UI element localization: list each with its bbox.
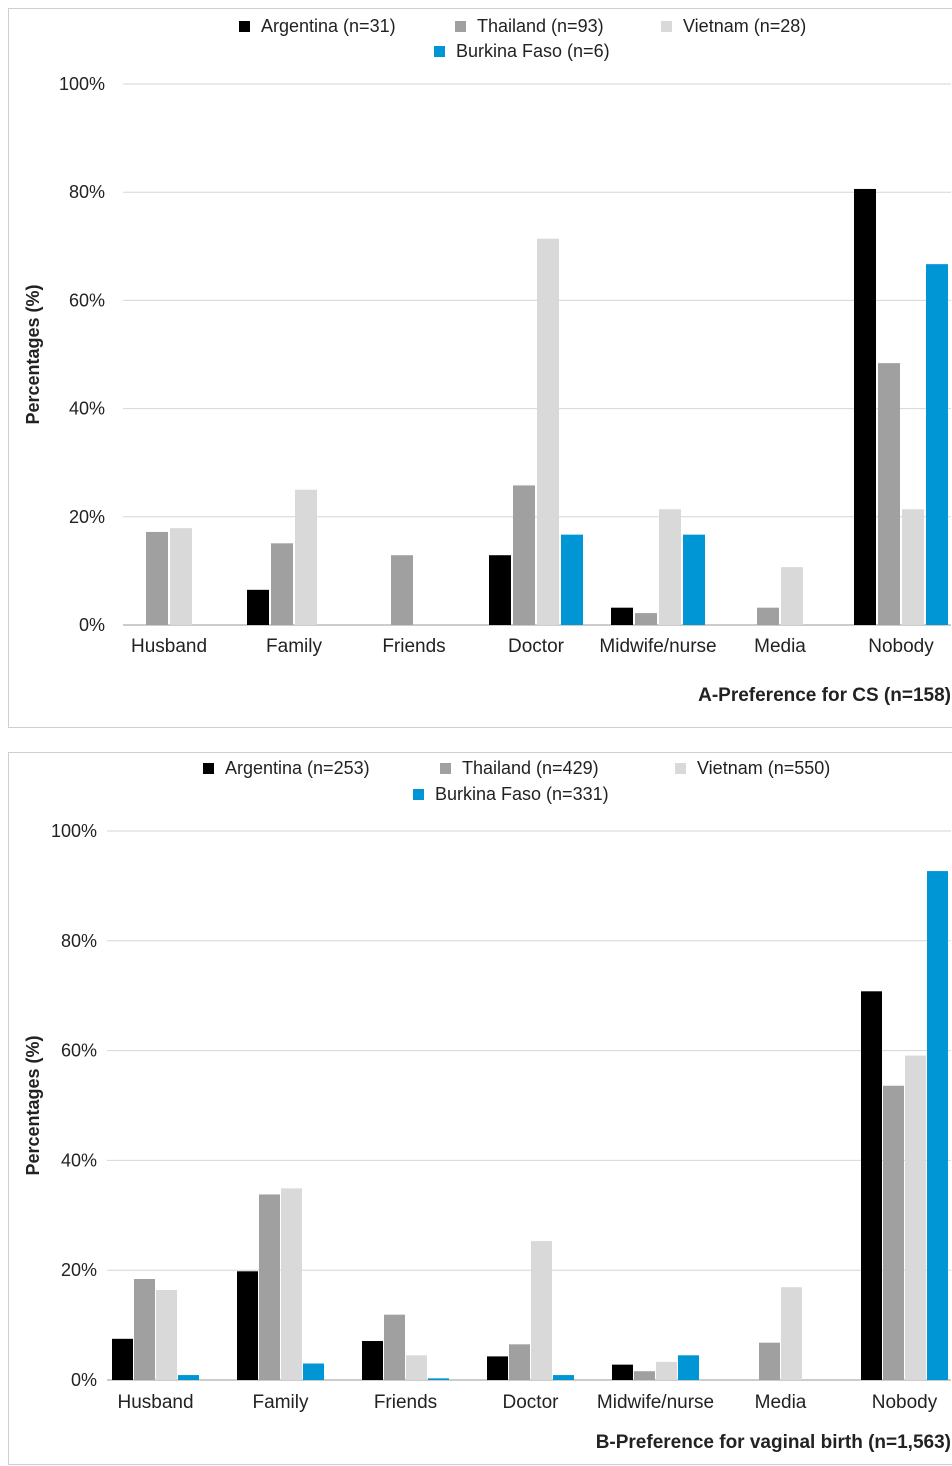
bar-vietnam-family [295,489,317,625]
x-tick-label: Midwife/nurse [599,636,716,657]
legend-label: Burkina Faso (n=331) [435,784,609,804]
bar-argentina-family [237,1271,258,1380]
legend-label: Argentina (n=31) [261,16,396,36]
legend-swatch [203,763,214,774]
bar-vietnam-media [781,1287,802,1380]
bar-burkina-midwifenurse [683,534,705,625]
bar-vietnam-husband [156,1289,177,1380]
x-tick-label: Family [253,1392,309,1413]
x-tick-label: Friends [374,1392,437,1413]
bar-thailand-midwifenurse [634,1371,655,1380]
y-tick-label: 100% [59,74,105,94]
bar-argentina-midwifenurse [612,1364,633,1380]
chart-panel-b: 0% 20% 40% 60% 80% 100% Percentages (%) Husband… [8,752,952,1465]
legend-label: Argentina (n=253) [225,758,370,778]
y-tick-label: 80% [61,931,97,951]
y-tick-label: 100% [51,821,97,841]
bar-argentina-doctor [487,1356,508,1380]
bar-thailand-doctor [509,1344,530,1380]
bar-argentina-midwifenurse [611,607,633,625]
bar-burkina-friends [428,1378,449,1380]
x-tick-label: Doctor [503,1392,560,1413]
bar-burkina-doctor [561,534,583,625]
bar-argentina-nobody [861,991,882,1380]
bar-thailand-nobody [883,1085,904,1380]
legend-swatch [440,763,451,774]
bar-thailand-family [271,543,293,625]
y-axis-label: Percentages (%) [23,284,43,424]
y-tick-label: 40% [69,399,105,419]
bar-thailand-midwifenurse [635,613,657,625]
x-tick-label: Friends [382,636,445,657]
x-tick-label: Media [754,636,806,657]
chart-b: 0% 20% 40% 60% 80% 100% Percentages (%) Husband… [23,758,951,1453]
bar-thailand-doctor [513,485,535,625]
chart-a: 0% 20% 40% 60% 80% 100% Percentages (%) Husband… [23,16,951,706]
bar-thailand-nobody [878,363,900,625]
x-tick-label: Husband [131,636,207,657]
legend-label: Vietnam (n=28) [683,16,806,36]
y-tick-label: 20% [69,507,105,527]
y-tick-label: 20% [61,1260,97,1280]
x-tick-label: Media [755,1392,807,1413]
chart-title: A-Preference for CS (n=158) [698,685,951,706]
x-tick-label: Nobody [872,1392,938,1413]
bar-vietnam-midwifenurse [656,1361,677,1380]
bar-thailand-family [259,1194,280,1380]
bar-vietnam-doctor [537,238,559,625]
bar-vietnam-friends [406,1355,427,1380]
y-axis-label: Percentages (%) [23,1035,43,1175]
bar-vietnam-midwifenurse [659,509,681,625]
y-tick-label: 60% [69,290,105,310]
legend-label: Thailand (n=93) [477,16,604,36]
bar-vietnam-family [281,1188,302,1380]
chart-panel-a: 0% 20% 40% 60% 80% 100% Percentages (%) Husband… [8,8,952,728]
legend-label: Thailand (n=429) [462,758,599,778]
legend-swatch [239,21,250,32]
x-tick-label: Nobody [868,636,934,657]
bar-burkina-husband [178,1375,199,1380]
y-tick-label: 80% [69,182,105,202]
bar-vietnam-doctor [531,1241,552,1380]
legend-swatch [675,763,686,774]
bar-vietnam-husband [170,528,192,625]
legend-swatch [434,46,445,57]
bar-argentina-nobody [854,188,876,626]
bar-argentina-doctor [489,555,511,625]
x-tick-label: Family [266,636,322,657]
bar-argentina-husband [112,1338,133,1380]
bar-argentina-family [247,589,269,625]
legend-label: Vietnam (n=550) [697,758,830,778]
bar-thailand-husband [134,1278,155,1380]
bar-burkina-doctor [553,1375,574,1380]
x-tick-label: Husband [117,1392,193,1413]
bar-vietnam-media [781,567,803,625]
y-tick-label: 0% [71,1370,97,1390]
x-tick-label: Doctor [508,636,565,657]
bar-thailand-husband [146,531,168,625]
x-tick-label: Midwife/nurse [597,1392,714,1413]
y-tick-label: 60% [61,1041,97,1061]
bar-thailand-friends [384,1314,405,1380]
bar-burkina-nobody [926,264,948,625]
legend-swatch [413,789,424,800]
bar-burkina-family [303,1363,324,1380]
bar-burkina-midwifenurse [678,1355,699,1380]
bar-vietnam-nobody [905,1055,926,1380]
legend-label: Burkina Faso (n=6) [456,41,610,61]
bar-burkina-nobody [927,871,948,1380]
bar-thailand-friends [391,555,413,625]
legend-swatch [661,21,672,32]
bar-thailand-media [759,1342,780,1380]
chart-title: B-Preference for vaginal birth (n=1,563) [596,1432,951,1453]
bar-vietnam-nobody [902,509,924,625]
bar-thailand-media [757,607,779,625]
legend-swatch [455,21,466,32]
bar-argentina-friends [362,1341,383,1380]
y-tick-label: 40% [61,1150,97,1170]
y-tick-label: 0% [79,615,105,635]
